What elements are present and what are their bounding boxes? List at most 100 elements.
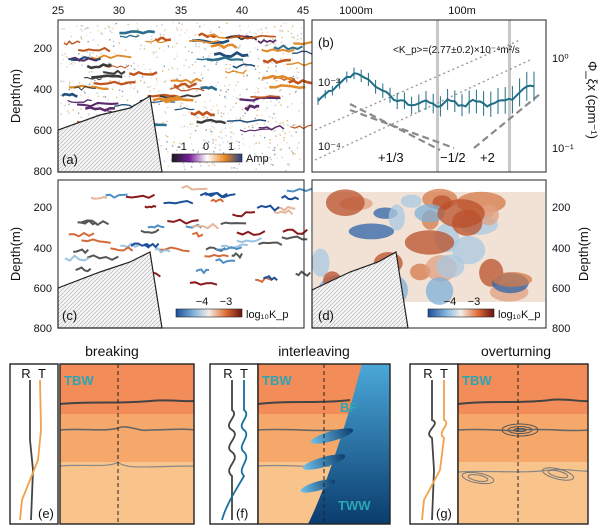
amplitude-speck <box>215 139 217 141</box>
amplitude-speck <box>199 43 201 45</box>
reflector-streak <box>174 107 195 111</box>
kp-streak <box>181 184 208 191</box>
amplitude-speck <box>210 61 212 63</box>
amplitude-speck <box>268 116 271 118</box>
profile-letter-r: R <box>21 366 30 381</box>
amplitude-speck <box>163 65 166 67</box>
amplitude-speck <box>256 123 258 125</box>
amplitude-speck <box>104 96 107 98</box>
layer <box>60 364 194 414</box>
amplitude-speck <box>173 58 176 60</box>
amplitude-speck <box>150 42 152 45</box>
amplitude-speck <box>231 121 234 123</box>
amplitude-speck <box>300 27 303 29</box>
amplitude-speck <box>280 25 282 27</box>
amplitude-speck <box>61 54 64 56</box>
amplitude-speck <box>203 101 206 103</box>
amplitude-speck <box>136 27 138 29</box>
amplitude-speck <box>230 136 232 138</box>
amplitude-speck <box>196 90 198 92</box>
reflector-streak <box>188 39 220 44</box>
amplitude-speck <box>64 40 66 43</box>
kp-streak <box>140 228 160 234</box>
amplitude-speck <box>274 104 277 107</box>
reflector-streak <box>61 92 78 98</box>
amplitude-speck <box>276 144 279 146</box>
kp-blob <box>400 194 422 208</box>
amplitude-speck <box>219 94 221 96</box>
amplitude-speck <box>116 96 118 99</box>
amplitude-speck <box>241 133 243 136</box>
schematic-overturning: overturning R T TBW (g) <box>409 343 589 525</box>
kp-streak <box>281 235 308 241</box>
amplitude-speck <box>216 61 218 63</box>
panel-label: (d) <box>318 308 334 323</box>
amplitude-speck <box>160 145 162 147</box>
amplitude-speck <box>84 92 86 94</box>
amplitude-speck <box>229 64 231 66</box>
amplitude-speck <box>167 151 169 153</box>
amplitude-speck <box>127 69 129 71</box>
kp-streak <box>191 222 219 230</box>
amplitude-speck <box>292 124 295 126</box>
kp-streak <box>81 238 111 244</box>
amplitude-speck <box>104 107 106 110</box>
schematic-frame <box>457 363 589 525</box>
amplitude-speck <box>276 157 278 160</box>
amplitude-speck <box>274 147 276 149</box>
amplitude-speck <box>254 68 257 70</box>
amplitude-speck <box>68 89 70 91</box>
amplitude-speck <box>215 122 217 124</box>
schematic-title: breaking <box>85 343 139 359</box>
amplitude-speck <box>127 53 130 55</box>
amplitude-speck <box>68 84 70 86</box>
reflector-streak <box>262 57 291 64</box>
amplitude-speck <box>291 36 293 38</box>
amplitude-speck <box>171 46 174 48</box>
amplitude-speck <box>144 80 146 83</box>
kp-streak <box>295 270 311 277</box>
amplitude-speck <box>262 98 264 100</box>
kp-streak <box>120 242 140 249</box>
amplitude-speck <box>257 57 260 60</box>
amplitude-speck <box>265 160 267 162</box>
top-tick: 1000m <box>339 5 373 17</box>
amplitude-speck <box>173 141 175 143</box>
amplitude-speck <box>108 26 111 29</box>
amplitude-speck <box>208 141 210 143</box>
amplitude-speck <box>255 33 257 35</box>
amplitude-speck <box>203 23 206 25</box>
amplitude-speck <box>225 135 227 137</box>
amplitude-speck <box>107 57 110 60</box>
amplitude-speck <box>239 94 241 96</box>
amplitude-speck <box>288 165 290 167</box>
amplitude-speck <box>193 72 196 74</box>
kp-streak <box>282 228 308 235</box>
amplitude-speck <box>266 101 268 103</box>
amplitude-speck <box>124 49 127 51</box>
amplitude-speck <box>217 81 219 84</box>
amplitude-speck <box>224 95 226 98</box>
amplitude-speck <box>281 36 283 39</box>
amplitude-speck <box>96 92 99 94</box>
amplitude-speck <box>251 124 254 126</box>
amplitude-speck <box>280 148 283 150</box>
amplitude-speck <box>273 26 276 28</box>
amplitude-speck <box>280 47 283 50</box>
amplitude-speck <box>166 141 168 143</box>
amplitude-speck <box>152 53 155 55</box>
amplitude-speck <box>70 35 73 38</box>
amplitude-speck <box>264 45 267 47</box>
amplitude-speck <box>227 89 229 91</box>
amplitude-speck <box>229 149 231 152</box>
amplitude-speck <box>287 80 289 83</box>
amplitude-speck <box>150 38 153 40</box>
kp-streak <box>263 274 278 282</box>
amplitude-speck <box>242 121 244 124</box>
amplitude-speck <box>296 147 299 149</box>
kp-streak <box>195 268 210 275</box>
amplitude-speck <box>294 91 297 93</box>
cbar-tick: −3 <box>468 296 481 308</box>
amplitude-speck <box>153 52 155 54</box>
amplitude-speck <box>186 105 188 107</box>
